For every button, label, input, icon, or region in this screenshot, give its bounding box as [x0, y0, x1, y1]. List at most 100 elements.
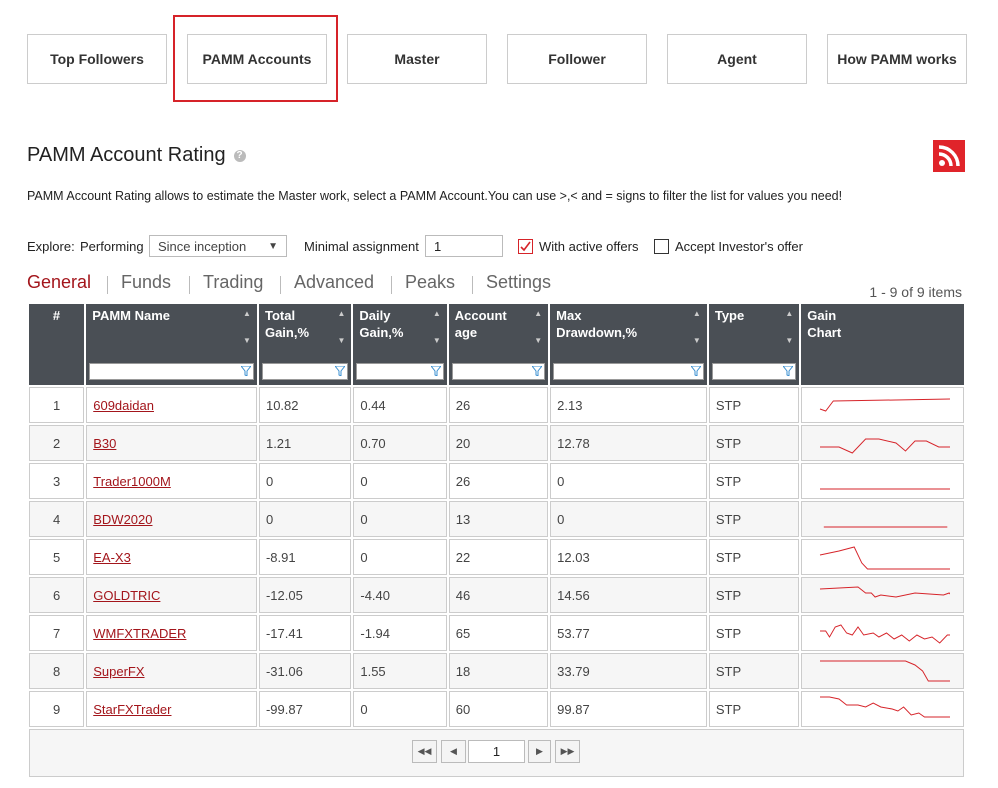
last-page[interactable]: ▶▶ [555, 740, 580, 763]
pamm-name-link[interactable]: GOLDTRIC [93, 587, 161, 603]
filter-icon [430, 366, 441, 376]
rating-table: # PAMM Name ▲ ▼ Total Gain,% ▲ ▼ Daily Gain,% ▲ ▼… [27, 302, 966, 779]
nav-tab[interactable]: Master [347, 34, 487, 84]
cell: 609daidan [86, 387, 257, 423]
pamm-name-link[interactable]: WMFXTRADER [93, 625, 187, 641]
checkbox[interactable] [654, 238, 669, 254]
gain-sparkline [820, 398, 954, 412]
cell: SuperFX [86, 653, 257, 689]
cell: 53.77 [550, 615, 707, 651]
cell: 33.79 [550, 653, 707, 689]
cell: 0 [353, 691, 447, 727]
sort-up: ▲ [534, 309, 543, 318]
sub-tab[interactable]: Settings [486, 272, 552, 292]
period-value: Since inception [158, 238, 247, 254]
investor-offer[interactable]: Accept Investor's offer [654, 235, 803, 257]
cell: 0 [550, 501, 707, 537]
cell: 8 [29, 653, 85, 689]
nav-tab[interactable]: Follower [507, 34, 647, 84]
checkbox-label: Accept Investor's offer [675, 238, 803, 254]
first-page[interactable]: ◀◀ [412, 740, 437, 763]
checkbox-label: With active offers [539, 238, 639, 254]
cell: 0 [353, 539, 447, 575]
table-row: 6 GOLDTRIC -12.05 -4.40 46 14.56 STP [29, 577, 964, 613]
gain-chart-cell [801, 615, 964, 651]
gain-chart-cell [801, 463, 964, 499]
filter-input[interactable] [451, 363, 546, 380]
cell: 10.82 [258, 387, 352, 423]
filter-icon [335, 366, 346, 376]
nav-tab[interactable]: Agent [667, 34, 807, 84]
items-info: 1 - 9 of 9 items [869, 284, 962, 300]
page-input[interactable]: 1 [468, 740, 525, 763]
column-header: Gain Chart [801, 304, 964, 385]
pamm-name-link[interactable]: Trader1000M [93, 473, 171, 489]
cell: -4.40 [353, 577, 447, 613]
cell: -12.05 [258, 577, 352, 613]
cell: 2 [29, 425, 85, 461]
min-input[interactable]: 1 [425, 235, 503, 257]
cell: 1 [29, 387, 85, 423]
filter-input[interactable] [711, 363, 797, 380]
cell: 1.21 [258, 425, 352, 461]
pamm-name-link[interactable]: B30 [93, 435, 117, 451]
cell: WMFXTRADER [86, 615, 257, 651]
nav-tab[interactable]: How PAMM works [827, 34, 967, 84]
sub-tab[interactable]: Peaks [405, 272, 456, 292]
cell: 22 [448, 539, 549, 575]
active-offers[interactable]: With active offers [518, 235, 638, 257]
column-title: Daily Gain,% [359, 308, 404, 340]
rss-icon[interactable] [933, 140, 965, 172]
description: PAMM Account Rating allows to estimate t… [27, 189, 843, 203]
performing-label: Performing [80, 238, 144, 254]
nav-tab[interactable]: PAMM Accounts [187, 34, 327, 84]
table-row: 2 B30 1.21 0.70 20 12.78 STP [29, 425, 964, 461]
active-tab-highlight [173, 15, 338, 102]
cell: 2.13 [550, 387, 707, 423]
cell: 0.70 [353, 425, 447, 461]
cell: 0 [258, 501, 352, 537]
column-title: PAMM Name [92, 308, 171, 323]
cell: 13 [448, 501, 549, 537]
filter-input[interactable] [261, 363, 349, 380]
filter-input[interactable] [553, 363, 704, 380]
prev-page[interactable]: ◀ [441, 740, 466, 763]
cell: 4 [29, 501, 85, 537]
cell: 0 [353, 501, 447, 537]
sort-up: ▲ [432, 309, 441, 318]
cell: 12.78 [550, 425, 707, 461]
pamm-name-link[interactable]: StarFXTrader [93, 701, 172, 717]
column-header: Daily Gain,% ▲ ▼ [353, 304, 447, 385]
cell: STP [708, 387, 800, 423]
column-header: PAMM Name ▲ ▼ [86, 304, 257, 385]
cell: 46 [448, 577, 549, 613]
column-title: Gain Chart [807, 308, 842, 340]
separator [189, 276, 190, 294]
pamm-name-link[interactable]: SuperFX [93, 663, 145, 679]
help-icon[interactable]: ? [233, 149, 246, 162]
sub-tab[interactable]: Trading [203, 272, 264, 292]
next-page[interactable]: ▶ [528, 740, 551, 763]
sub-tab[interactable]: Funds [121, 272, 172, 292]
checkbox[interactable] [518, 238, 533, 254]
cell: 7 [29, 615, 85, 651]
gain-chart-cell [801, 577, 964, 613]
filter-input[interactable] [89, 363, 254, 380]
period-select[interactable]: Since inception ▼ [149, 235, 287, 257]
pamm-name-link[interactable]: EA-X3 [93, 549, 131, 565]
nav-tab[interactable]: Top Followers [27, 34, 167, 84]
sort-up: ▲ [243, 309, 251, 318]
table-row: 9 StarFXTrader -99.87 0 60 99.87 STP [29, 691, 964, 727]
table-row: 3 Trader1000M 0 0 26 0 STP [29, 463, 964, 499]
sub-tab[interactable]: Advanced [294, 272, 375, 292]
pamm-name-link[interactable]: 609daidan [93, 397, 154, 413]
filter-input[interactable] [356, 363, 444, 380]
sub-tab[interactable]: General [27, 272, 92, 292]
pamm-name-link[interactable]: BDW2020 [93, 511, 153, 527]
column-header: Account age ▲ ▼ [448, 304, 549, 385]
cell: 18 [448, 653, 549, 689]
cell: 65 [448, 615, 549, 651]
cell: -99.87 [258, 691, 352, 727]
column-title: # [52, 308, 61, 323]
sort-down: ▼ [785, 336, 794, 345]
